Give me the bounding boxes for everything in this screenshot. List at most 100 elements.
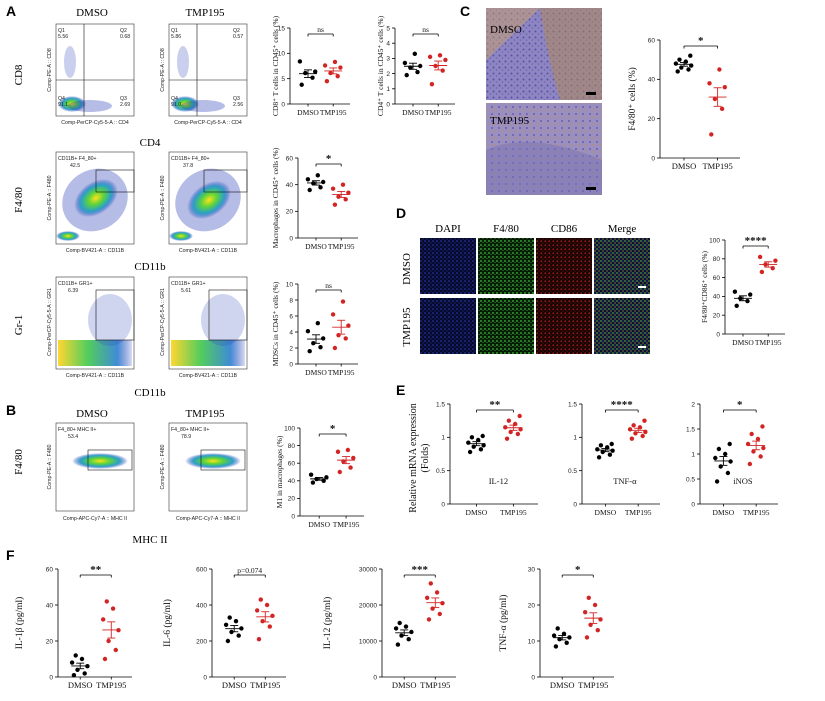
- gate-label: CD11B+ GR1+: [171, 281, 206, 287]
- data-point-dmso: [393, 626, 399, 631]
- data-point-tmp195: [106, 638, 111, 644]
- y-tick-label: 0: [716, 331, 720, 338]
- y-tick-label: 20: [46, 638, 54, 645]
- y-tick-label: 0: [531, 674, 535, 681]
- flow-x-axis-label: Comp-APC-Cy7-A :: MHC II: [176, 516, 240, 522]
- data-point-tmp195: [332, 202, 338, 207]
- y-tick-label: 200: [196, 638, 207, 645]
- data-point-tmp195: [508, 429, 513, 435]
- x-category-label: TMP195: [425, 108, 452, 117]
- data-point-tmp195: [758, 454, 763, 459]
- data-point-dmso: [310, 480, 316, 485]
- quad-q1-value: 5.86: [171, 34, 181, 40]
- y-axis-title: CD4⁺ T cells in CD45⁺ cells (%): [376, 15, 385, 116]
- significance-label: *: [326, 153, 332, 165]
- y-tick-label: 3: [386, 56, 390, 63]
- y-tick-label: 100: [709, 237, 720, 244]
- data-point-tmp195: [343, 336, 348, 341]
- quad-q1-value: 5.56: [58, 34, 68, 40]
- significance-label: p=0.074: [237, 566, 262, 575]
- y-tick-label: 0: [373, 674, 377, 681]
- y-axis-title: IL-1β (pg/ml): [14, 597, 25, 650]
- panel-letter-a: A: [6, 3, 16, 19]
- y-tick-label: 0: [289, 361, 293, 368]
- panel-a-row3-ylabel: Gr-1: [13, 315, 25, 336]
- y-tick-label: 0: [291, 513, 295, 520]
- data-point-dmso: [714, 479, 720, 484]
- data-point-tmp195: [100, 617, 106, 622]
- quad-q4-value: Q4: [171, 96, 178, 102]
- quad-q1-value: Q1: [58, 28, 65, 34]
- gate-label: F4_80+ MHC II+: [171, 427, 209, 433]
- y-tick-label: 80: [713, 256, 721, 263]
- x-category-label: DMSO: [713, 508, 735, 517]
- data-point-dmso: [728, 459, 733, 464]
- data-point-tmp195: [426, 617, 432, 622]
- data-point-dmso: [673, 61, 679, 66]
- y-tick-label: 2: [691, 401, 695, 408]
- y-tick-label: 60: [286, 155, 294, 162]
- data-point-tmp195: [102, 656, 108, 662]
- data-point-dmso: [561, 631, 567, 636]
- data-point-dmso: [688, 53, 693, 58]
- data-point-tmp195: [330, 312, 336, 317]
- y-tick-label: 60: [713, 275, 721, 282]
- data-point-dmso: [734, 303, 739, 308]
- quad-q2-value: 0.68: [120, 34, 130, 40]
- data-point-dmso: [236, 633, 241, 638]
- data-point-tmp195: [627, 427, 633, 432]
- chart-f_il12: 0 10000 20000 30000 DMSO TMP195 IL-12 (pg/ml) *…: [322, 564, 456, 690]
- y-tick-label: 60: [46, 566, 54, 573]
- flow-plot-gr1-tmp195: CD11B+ GR1+ 5.61 Comp-BV421-A :: CD11B C…: [160, 276, 248, 379]
- data-point-tmp195: [437, 53, 443, 58]
- data-point-tmp195: [113, 647, 118, 653]
- data-point-dmso: [73, 653, 78, 658]
- data-point-dmso: [308, 472, 314, 477]
- y-tick-label: 20: [288, 496, 296, 503]
- data-point-tmp195: [595, 628, 600, 633]
- x-category-label: TMP195: [328, 242, 355, 251]
- y-axis-title: F4/80⁺ cells (%): [627, 67, 638, 131]
- panel-b-col-header-dmso: DMSO: [76, 408, 108, 420]
- y-tick-label: 1.5: [568, 401, 577, 408]
- y-tick-label: 1.5: [686, 426, 695, 433]
- data-point-tmp195: [258, 597, 263, 602]
- data-point-dmso: [727, 441, 732, 447]
- data-point-tmp195: [506, 418, 512, 423]
- y-tick-label: 600: [196, 566, 207, 573]
- data-point-dmso: [713, 455, 718, 461]
- significance-label: *: [698, 35, 704, 47]
- x-category-label: DMSO: [68, 680, 93, 690]
- quad-q3-value: 2.69: [120, 102, 130, 108]
- panel-b-flow: DMSO TMP195 F4/80 MHC II F4_80+ MHC II+ …: [13, 408, 248, 546]
- data-point-dmso: [313, 69, 318, 74]
- y-tick-label: 1: [441, 435, 445, 442]
- data-point-tmp195: [322, 63, 328, 68]
- data-point-dmso: [310, 75, 315, 80]
- flow-y-axis-label: Comp-PE-A :: F480: [160, 444, 166, 489]
- data-point-tmp195: [440, 68, 445, 73]
- significance-label: *: [575, 564, 581, 576]
- data-point-dmso: [481, 443, 486, 448]
- data-point-dmso: [318, 185, 323, 190]
- panel-a-row3-xlabel: CD11b: [134, 387, 166, 399]
- data-point-dmso: [69, 660, 75, 665]
- x-category-label: DMSO: [550, 680, 575, 690]
- data-point-tmp195: [755, 436, 761, 442]
- x-category-label: DMSO: [222, 680, 247, 690]
- data-point-dmso: [305, 329, 311, 334]
- y-tick-label: 5: [281, 76, 285, 83]
- flow-plot-f480-dmso: CD11B+ F4_80+ 42.5 Comp-BV421-A :: CD11B…: [47, 151, 135, 254]
- y-axis-title: F4/80⁺CD86⁺ cells (%): [700, 250, 709, 323]
- gate-label: CD11B+ F4_80+: [171, 156, 210, 162]
- gate-percent: 53.4: [68, 434, 78, 440]
- data-point-dmso: [315, 321, 320, 326]
- data-point-tmp195: [592, 602, 598, 608]
- panel-b-col-header-tmp195: TMP195: [185, 408, 225, 420]
- y-tick-label: 0: [441, 501, 445, 508]
- quad-q3-value: Q3: [120, 96, 127, 102]
- y-tick-label: 1: [573, 435, 577, 442]
- flow-x-axis-label: Comp-PerCP-Cy5-5-A :: CD4: [61, 120, 129, 126]
- y-tick-label: 10000: [359, 638, 377, 645]
